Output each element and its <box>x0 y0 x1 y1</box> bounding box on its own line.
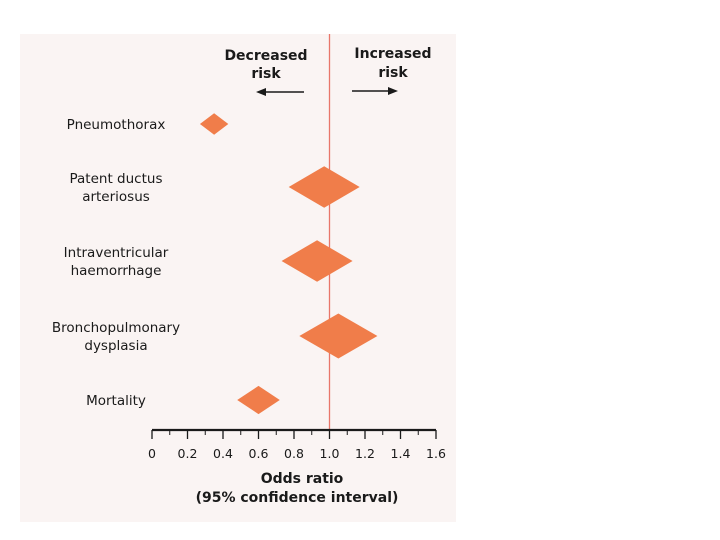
decreased-arrow-head <box>256 88 266 96</box>
x-tick-label: 1.4 <box>391 446 411 461</box>
figure-background <box>20 34 456 522</box>
row-label: Bronchopulmonary <box>52 320 180 336</box>
x-tick-label: 1.6 <box>426 446 446 461</box>
direction-label-increased: risk <box>378 65 408 81</box>
direction-label-decreased: risk <box>251 66 281 82</box>
row-label: Mortality <box>86 393 146 409</box>
row-label: haemorrhage <box>71 263 162 279</box>
row-label: arteriosus <box>82 189 150 205</box>
x-tick-label: 1.0 <box>320 446 340 461</box>
odds-ratio-diamond <box>288 166 360 208</box>
x-tick-label: 0.4 <box>213 446 233 461</box>
row-label: Patent ductus <box>70 171 163 187</box>
increased-arrow-head <box>388 87 398 95</box>
x-tick-label: 0.8 <box>284 446 304 461</box>
odds-ratio-diamond <box>237 385 280 415</box>
x-tick-label: 0.6 <box>249 446 269 461</box>
odds-ratio-diamond <box>299 313 378 359</box>
odds-ratio-diamond <box>281 240 353 282</box>
x-tick-label: 0.2 <box>178 446 198 461</box>
direction-label-increased: Increased <box>354 46 431 62</box>
x-axis-subtitle: (95% confidence interval) <box>196 490 399 506</box>
odds-ratio-diamond <box>199 113 229 135</box>
x-tick-label: 1.2 <box>355 446 375 461</box>
row-label: dysplasia <box>84 338 147 354</box>
x-tick-label: 0 <box>148 446 156 461</box>
row-label: Pneumothorax <box>67 117 166 133</box>
row-label: Intraventricular <box>64 245 169 261</box>
direction-label-decreased: Decreased <box>224 48 307 64</box>
x-axis-title: Odds ratio <box>261 471 344 487</box>
